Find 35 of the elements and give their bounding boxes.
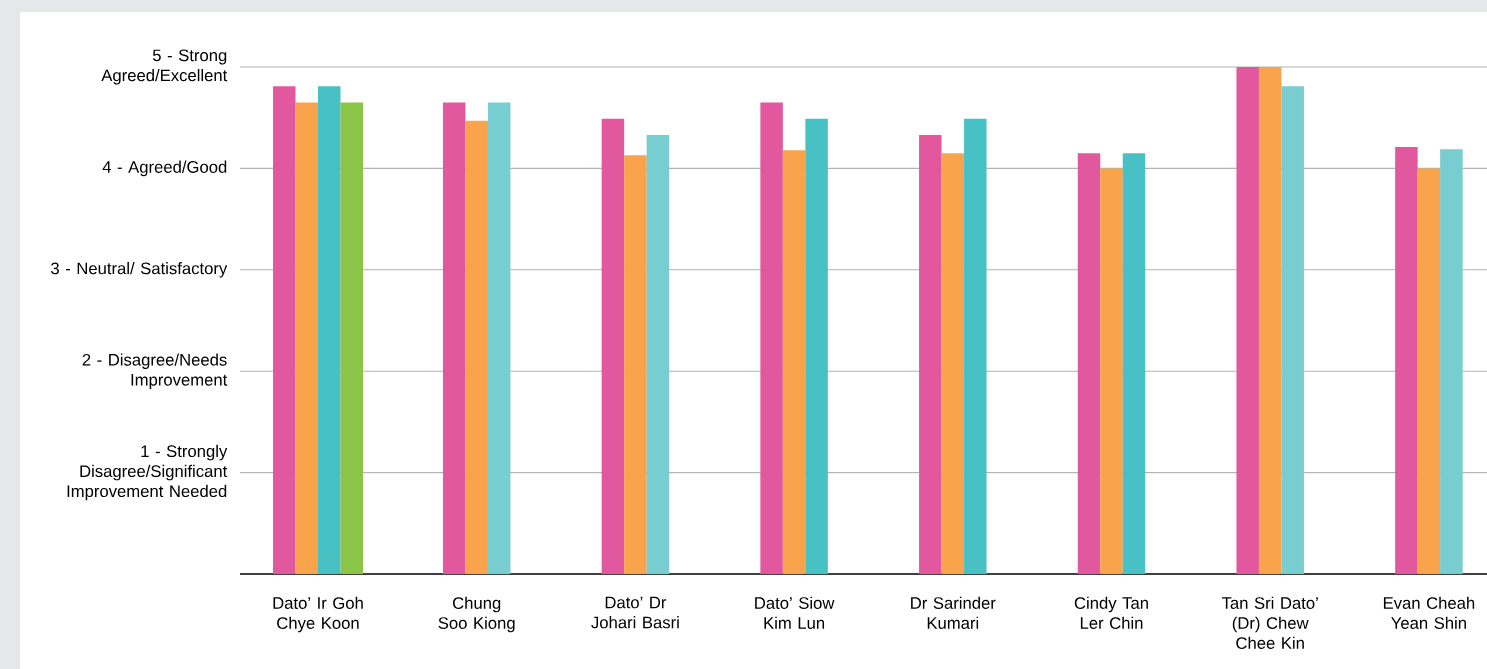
y-tick-label: 5 - Strong Agreed/Excellent [101,49,228,85]
bar [601,118,625,574]
y-tick-label: 3 - Neutral/ Satisfactory [51,262,228,278]
bar [1440,149,1463,574]
y-tick-label: 2 - Disagree/Needs Improvement [82,353,228,389]
bar [465,120,488,574]
x-tick-label: Dr Sarinder Kumari [911,596,996,629]
bar [340,102,364,574]
x-tick-label: Cindy Tan Ler Chin [1074,596,1148,629]
bar [760,102,783,574]
bar [487,102,511,574]
bar [941,153,965,574]
x-tick-label: Evan Cheah Yean Shin [1383,596,1475,629]
bar [1258,67,1282,574]
x-tick-label: Dato’ Dr Johari Basri [591,596,679,629]
x-tick-label: Dato’ Siow Kim Lun [755,596,835,629]
bar [1395,147,1418,574]
bar [1281,86,1304,574]
y-tick-label: 1 - Strongly Disagree/Significant Improvement Needed [67,444,228,501]
bar [919,134,942,574]
y-tick-label: 4 - Agreed/Good [102,160,227,177]
bar [646,134,670,574]
x-tick-label: Chung Soo Kiong [438,596,515,633]
bar [1417,168,1441,574]
bar [782,150,806,574]
bar [1236,67,1259,574]
bar [805,118,828,574]
bar [1077,153,1101,574]
x-tick-label: Tan Sri Dato’ (Dr) Chew Chee Kin [1221,596,1318,649]
bar [1100,168,1123,574]
x-tick-label: Dato’ Ir Goh Chye Koon [273,596,363,633]
bar [1122,153,1146,574]
bar [442,102,466,574]
bar [964,118,987,574]
bar [624,155,647,574]
